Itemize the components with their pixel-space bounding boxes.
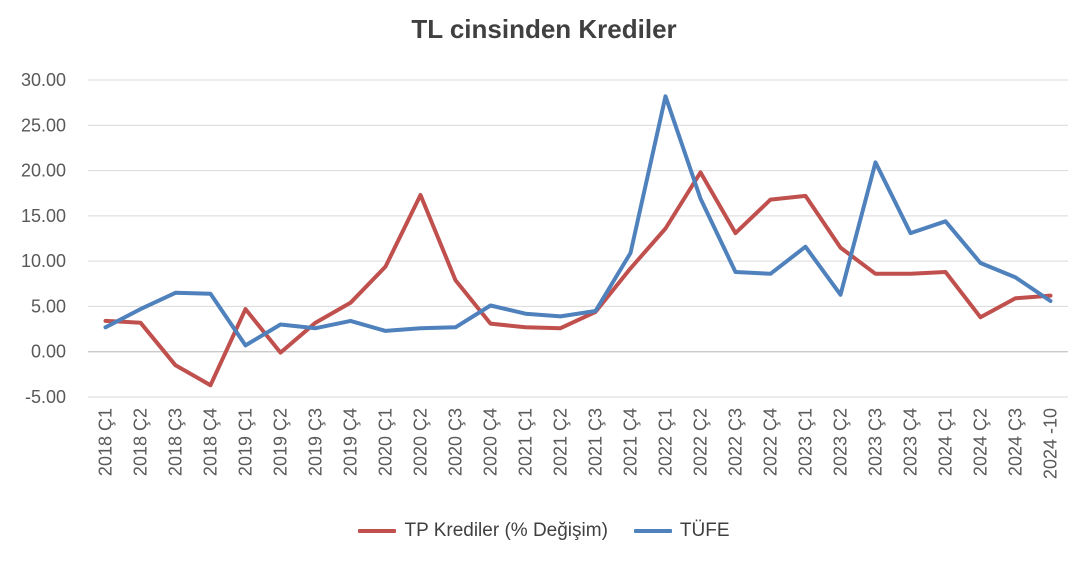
y-tick-label: 10.00 bbox=[21, 251, 66, 271]
x-tick-label: 2024 Ç2 bbox=[971, 408, 991, 476]
x-tick-label: 2024 -10 bbox=[1041, 408, 1061, 479]
x-tick-label: 2024 Ç1 bbox=[936, 408, 956, 476]
x-tick-label: 2019 Ç3 bbox=[306, 408, 326, 476]
x-axis-tick-labels: 2018 Ç1 2018 Ç2 2018 Ç3 2018 Ç4 2019 Ç1 2019 … bbox=[96, 408, 1061, 479]
x-tick-label: 2018 Ç4 bbox=[201, 408, 221, 476]
y-tick-label: 30.00 bbox=[21, 70, 66, 90]
y-tick-label: 0.00 bbox=[31, 342, 66, 362]
gridlines bbox=[88, 79, 1068, 398]
legend-swatch-tufe bbox=[633, 529, 672, 533]
y-axis-tick-labels: -5.00 0.00 5.00 10.00 15.00 20.00 25.00 30.00 bbox=[21, 70, 66, 407]
x-tick-label: 2021 Ç3 bbox=[586, 408, 606, 476]
x-tick-label: 2020 Ç1 bbox=[376, 408, 396, 476]
x-tick-label: 2022 Ç2 bbox=[691, 408, 711, 476]
x-tick-label: 2021 Ç1 bbox=[516, 408, 536, 476]
x-tick-label: 2019 Ç4 bbox=[341, 408, 361, 476]
x-tick-label: 2019 Ç1 bbox=[236, 408, 256, 476]
legend-label-tp-krediler: TP Krediler (% Değişim) bbox=[404, 520, 608, 541]
legend-item-tufe: TÜFE bbox=[633, 520, 730, 542]
legend-swatch-tp-krediler bbox=[358, 529, 397, 533]
x-tick-label: 2020 Ç3 bbox=[446, 408, 466, 476]
series-line-tufe bbox=[103, 94, 1053, 348]
legend: TP Krediler (% Değişim) TÜFE bbox=[0, 520, 1088, 542]
x-tick-label: 2020 Ç2 bbox=[411, 408, 431, 476]
x-tick-label: 2018 Ç1 bbox=[96, 408, 116, 476]
x-tick-label: 2021 Ç2 bbox=[551, 408, 571, 476]
legend-label-tufe: TÜFE bbox=[679, 520, 730, 541]
series-line-tp-krediler bbox=[103, 170, 1053, 388]
x-tick-label: 2018 Ç2 bbox=[131, 408, 151, 476]
x-tick-label: 2022 Ç1 bbox=[656, 408, 676, 476]
y-tick-label: 25.00 bbox=[21, 115, 66, 135]
x-tick-label: 2023 Ç3 bbox=[866, 408, 886, 476]
series-lines bbox=[103, 94, 1053, 388]
y-tick-label: -5.00 bbox=[25, 387, 66, 407]
x-tick-label: 2024 Ç3 bbox=[1006, 408, 1026, 476]
x-tick-label: 2018 Ç3 bbox=[166, 408, 186, 476]
x-tick-label: 2023 Ç2 bbox=[831, 408, 851, 476]
x-tick-label: 2020 Ç4 bbox=[481, 408, 501, 476]
x-tick-label: 2021 Ç4 bbox=[621, 408, 641, 476]
y-tick-label: 20.00 bbox=[21, 161, 66, 181]
y-tick-label: 5.00 bbox=[31, 296, 66, 316]
chart-title: TL cinsinden Krediler bbox=[411, 14, 677, 44]
x-tick-label: 2023 Ç1 bbox=[796, 408, 816, 476]
y-tick-label: 15.00 bbox=[21, 206, 66, 226]
x-tick-label: 2019 Ç2 bbox=[271, 408, 291, 476]
x-tick-label: 2022 Ç3 bbox=[726, 408, 746, 476]
x-tick-label: 2023 Ç4 bbox=[901, 408, 921, 476]
x-tick-label: 2022 Ç4 bbox=[761, 408, 781, 476]
legend-item-tp-krediler: TP Krediler (% Değişim) bbox=[358, 520, 608, 542]
